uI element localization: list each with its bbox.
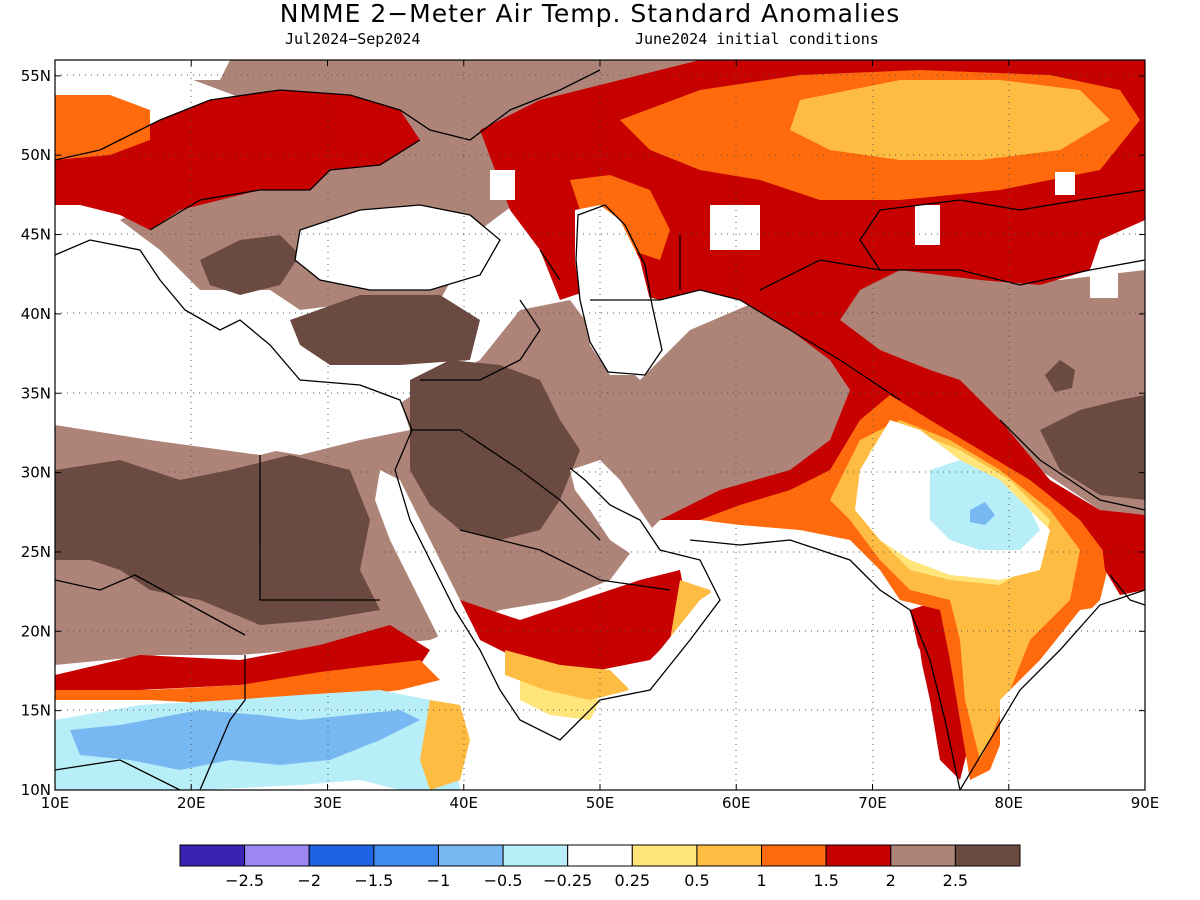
lon-tick-label: 30E xyxy=(313,794,342,812)
lat-tick-label: 45N xyxy=(21,226,51,244)
anomaly-region-red-europe xyxy=(55,90,420,230)
lat-tick-label: 55N xyxy=(21,67,51,85)
nodata-black-sea xyxy=(295,205,500,290)
nodata-caspian xyxy=(575,205,660,375)
colorbar-label: 1.5 xyxy=(813,871,838,890)
nodata-small-lake-3 xyxy=(1090,268,1118,298)
colorbar-label: −1 xyxy=(427,871,451,890)
nodata-small-lake-5 xyxy=(1055,172,1075,195)
lat-tick-label: 15N xyxy=(21,702,51,720)
lon-tick-label: 80E xyxy=(994,794,1023,812)
colorbar-swatch xyxy=(502,844,569,867)
subtitle-initial-conditions: June2024 initial conditions xyxy=(635,30,879,48)
anomaly-region-orange-caspian xyxy=(570,175,670,260)
anomaly-region-lightorange-yemen xyxy=(505,650,630,700)
anomaly-region-darkbrown-arabia xyxy=(410,360,580,540)
colorbar-label: 1 xyxy=(756,871,766,890)
anomaly-region-darkbrown-balkans xyxy=(200,235,300,295)
map-field xyxy=(55,60,1145,790)
lon-tick-label: 10E xyxy=(41,794,70,812)
colorbar-swatch xyxy=(825,844,892,867)
colorbar-swatch xyxy=(567,844,633,867)
colorbar-swatch xyxy=(179,844,246,867)
anomaly-region-yellow-horn xyxy=(520,680,600,720)
figure-title: NMME 2−Meter Air Temp. Standard Anomalie… xyxy=(280,0,900,28)
nodata-small-lake-4 xyxy=(490,170,515,200)
colorbar-label: 2 xyxy=(886,871,896,890)
anomaly-region-darkbrown-africa xyxy=(55,455,380,625)
lat-tick-label: 20N xyxy=(21,622,51,640)
lon-tick-label: 70E xyxy=(858,794,887,812)
colorbar-swatch xyxy=(696,844,763,867)
lon-tick-label: 60E xyxy=(722,794,751,812)
nodata-arabian-sea xyxy=(600,560,940,790)
colorbar-swatch xyxy=(954,844,1021,867)
anomaly-region-red-sahel xyxy=(55,625,430,690)
lat-tick-label: 30N xyxy=(21,464,51,482)
lat-tick-label: 25N xyxy=(21,543,51,561)
anomaly-region-orange-europe xyxy=(55,95,150,160)
colorbar-swatch xyxy=(890,844,956,867)
nodata-small-lake-2 xyxy=(710,205,760,250)
lon-tick-label: 40E xyxy=(449,794,478,812)
colorbar-label: −0.25 xyxy=(543,871,592,890)
colorbar-label: 0.25 xyxy=(614,871,650,890)
colorbar-swatch xyxy=(631,844,698,867)
colorbar-label: −2.5 xyxy=(225,871,264,890)
nodata-north-europe xyxy=(55,60,230,90)
anomaly-region-blue-india xyxy=(970,502,995,525)
nodata-small-lake-1 xyxy=(915,205,940,245)
anomaly-region-darkbrown-spot xyxy=(1045,360,1075,392)
coastlines-and-borders xyxy=(55,69,1145,790)
lat-tick-label: 50N xyxy=(21,146,51,164)
lat-tick-label: 40N xyxy=(21,305,51,323)
colorbar-swatch xyxy=(761,844,827,867)
map-axes: 10E 20E 30E 40E 50E 60E 70E 80E 90E 10N 15N 20N 25N 3… xyxy=(21,60,1160,812)
anomaly-region-blue-sahel xyxy=(70,710,420,770)
anomaly-region-lightorange-horn xyxy=(420,700,470,790)
nodata-bay-of-bengal xyxy=(1000,600,1145,790)
colorbar-swatch xyxy=(244,844,310,867)
anomaly-region-red-arabia-south xyxy=(460,570,690,670)
colorbar: −2.5 −2 −1.5 −1 −0.5 −0.25 0.25 0.5 1 1.5 2 2.5 xyxy=(179,844,1021,890)
colorbar-label: −2 xyxy=(297,871,321,890)
lon-tick-label: 90E xyxy=(1131,794,1160,812)
nodata-red-sea xyxy=(375,470,510,740)
lon-tick-label: 50E xyxy=(586,794,615,812)
nodata-gulf xyxy=(570,460,660,560)
colorbar-swatch xyxy=(308,844,375,867)
lat-tick-label: 10N xyxy=(21,781,51,799)
colorbar-label: −0.5 xyxy=(484,871,523,890)
lon-tick-label: 20E xyxy=(177,794,206,812)
colorbar-label: −1.5 xyxy=(354,871,393,890)
colorbar-swatch xyxy=(373,844,439,867)
anomaly-region-lightorange-kazakh xyxy=(790,80,1110,160)
anomaly-region-darkbrown-tibet xyxy=(1040,395,1145,500)
colorbar-label: 0.5 xyxy=(684,871,709,890)
subtitle-period: Jul2024−Sep2024 xyxy=(285,30,420,48)
colorbar-swatch xyxy=(437,844,504,867)
nodata-mediterranean xyxy=(55,240,410,455)
colorbar-label: 2.5 xyxy=(943,871,968,890)
lat-tick-label: 35N xyxy=(21,384,51,402)
